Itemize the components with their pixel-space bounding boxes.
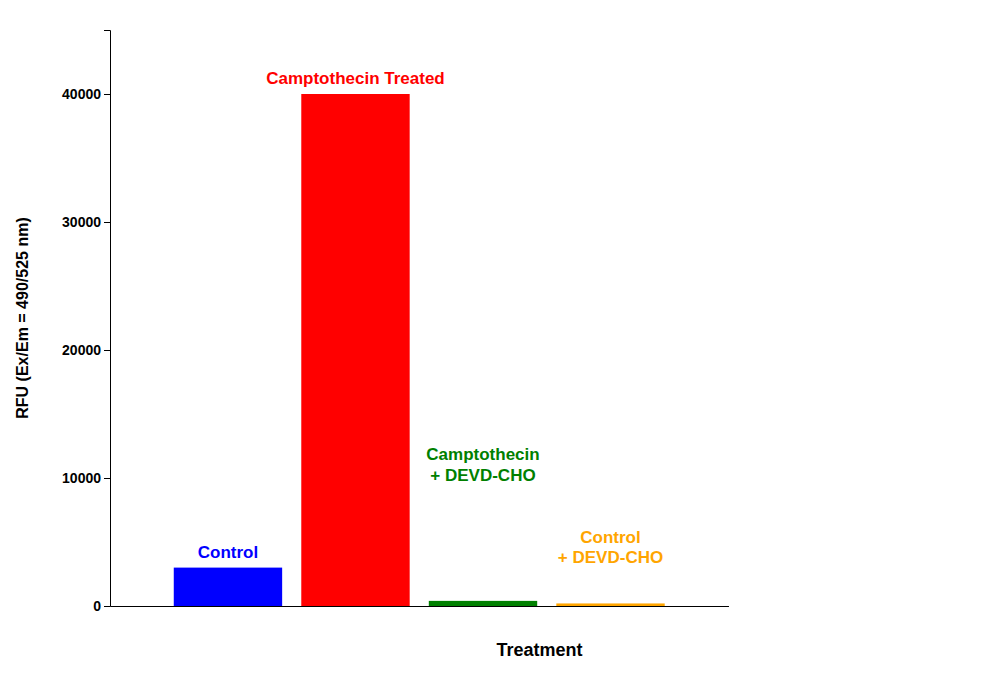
annotation: Control <box>198 543 258 562</box>
annotation: Camptothecin + DEVD-CHO <box>426 445 539 484</box>
annotation-line: Camptothecin <box>426 445 539 464</box>
y-tick-label: 0 <box>93 598 101 614</box>
x-axis <box>111 606 729 607</box>
y-tick-mark <box>104 606 110 607</box>
bar <box>556 603 664 606</box>
y-tick: 0 <box>93 598 110 614</box>
y-tick-label: 40000 <box>62 86 101 102</box>
y-axis-line <box>104 31 111 607</box>
bar <box>429 601 537 606</box>
annotation-line: + DEVD-CHO <box>430 466 535 485</box>
y-tick-label: 10000 <box>62 470 101 486</box>
annotation: Control+ DEVD-CHO <box>558 528 663 567</box>
annotation-line: Camptothecin Treated <box>266 69 445 88</box>
plot: 0 10000 20000 30000 40000 Control Camptothecin… <box>62 31 729 614</box>
x-axis-line <box>111 606 729 607</box>
y-tick: 40000 <box>62 86 110 102</box>
bars <box>174 94 665 606</box>
y-tick-mark <box>104 350 110 351</box>
y-tick-label: 20000 <box>62 342 101 358</box>
bar <box>301 94 409 606</box>
x-axis-title: Treatment <box>496 640 582 660</box>
y-tick-mark <box>104 222 110 223</box>
y-tick-mark <box>104 478 110 479</box>
y-axis-title: RFU (Ex/Em = 490/525 nm) <box>14 217 31 418</box>
y-tick-mark <box>104 94 110 95</box>
bar <box>174 568 282 606</box>
y-tick: 30000 <box>62 214 110 230</box>
annotation-line: Control <box>580 528 640 547</box>
y-axis: 0 10000 20000 30000 40000 <box>62 31 110 614</box>
annotation-line: Control <box>198 543 258 562</box>
y-tick: 10000 <box>62 470 110 486</box>
annotations: Control Camptothecin Treated Camptothecin +… <box>198 69 663 567</box>
annotation: Camptothecin Treated <box>266 69 445 88</box>
chart: 0 10000 20000 30000 40000 Control Camptothecin… <box>0 0 999 676</box>
annotation-line: + DEVD-CHO <box>558 548 663 567</box>
y-tick-label: 30000 <box>62 214 101 230</box>
y-tick: 20000 <box>62 342 110 358</box>
